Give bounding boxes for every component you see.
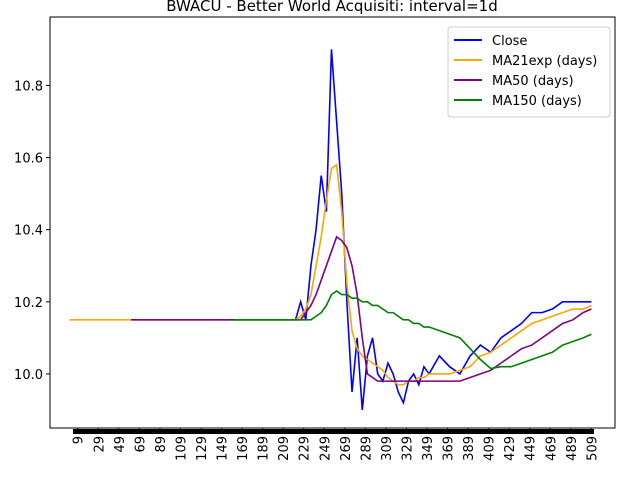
x-tick-label: 429	[503, 436, 518, 461]
series-line	[294, 49, 592, 411]
minor-tick-band	[73, 429, 594, 434]
legend-label: MA21exp (days)	[492, 54, 597, 69]
x-tick-label: 109	[174, 436, 189, 461]
legend-label: Close	[492, 34, 527, 49]
x-tick-label: 89	[154, 436, 169, 453]
y-tick-label: 10.4	[14, 224, 43, 239]
x-tick-label: 249	[318, 436, 333, 461]
x-tick-label: 149	[216, 436, 231, 461]
x-tick-label: 209	[277, 436, 292, 461]
x-tick-label: 349	[421, 436, 436, 461]
x-tick-label: 129	[195, 436, 210, 461]
x-tick-label: 369	[442, 436, 457, 461]
x-tick-label: 309	[380, 436, 395, 461]
x-tick-label: 489	[565, 436, 580, 461]
x-tick-label: 9	[72, 436, 87, 444]
x-tick-label: 169	[236, 436, 251, 461]
x-tick-label: 289	[359, 436, 374, 461]
x-tick-label: 69	[133, 436, 148, 453]
x-tick-label: 229	[298, 436, 313, 461]
legend-box	[447, 26, 611, 118]
y-tick-label: 10.2	[14, 296, 43, 311]
x-tick-label: 269	[339, 436, 354, 461]
x-tick-label: 449	[524, 436, 539, 461]
series-line	[69, 163, 592, 386]
x-tick-label: 189	[257, 436, 272, 461]
chart-title: BWACU - Better World Acquisiti: interval…	[166, 0, 497, 15]
series-line	[233, 290, 592, 370]
x-tick-label: 49	[113, 436, 128, 453]
series-line	[131, 235, 592, 382]
legend-label: MA50 (days)	[492, 74, 574, 89]
y-tick-label: 10.8	[14, 80, 43, 95]
y-tick-label: 10.6	[14, 152, 43, 167]
x-tick-label: 389	[462, 436, 477, 461]
x-tick-label: 409	[483, 436, 498, 461]
x-tick-label: 329	[400, 436, 415, 461]
y-tick-label: 10.0	[14, 368, 43, 383]
x-tick-label: 509	[585, 436, 600, 461]
legend-label: MA150 (days)	[492, 94, 582, 109]
x-tick-label: 29	[92, 436, 107, 453]
axes-frame	[49, 16, 616, 429]
x-tick-label: 469	[544, 436, 559, 461]
